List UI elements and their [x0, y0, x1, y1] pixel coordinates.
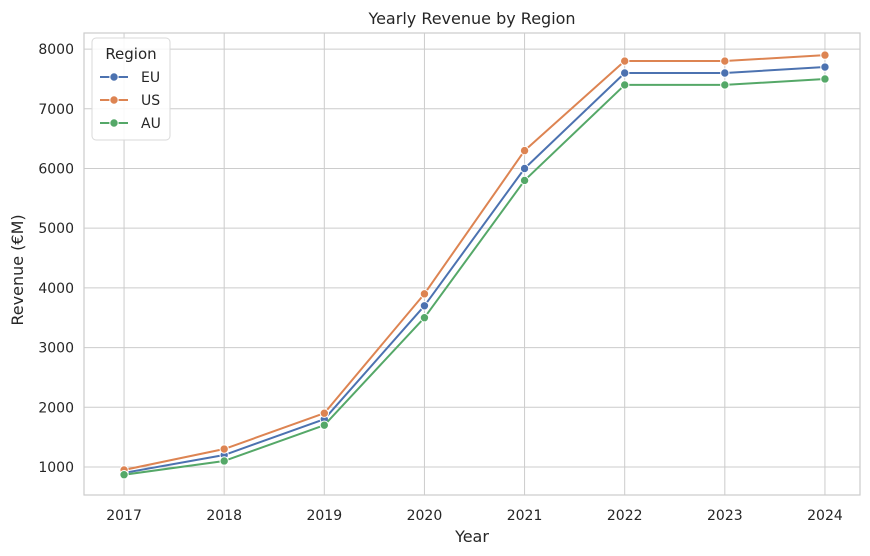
y-tick-label: 8000 — [38, 42, 74, 58]
data-point-us — [319, 408, 330, 418]
data-point-us — [219, 444, 229, 454]
y-tick-label: 2000 — [38, 400, 74, 416]
legend-box — [91, 37, 171, 141]
data-point-eu — [619, 68, 630, 78]
x-tick-label: 2018 — [206, 508, 242, 524]
y-tick-label: 5000 — [38, 221, 74, 237]
legend-marker-us — [109, 95, 119, 105]
plot-frame — [83, 32, 861, 496]
legend-marker-au — [109, 118, 119, 128]
data-point-eu — [720, 68, 730, 78]
legend-label-us: US — [141, 93, 160, 109]
y-tick-label: 6000 — [38, 161, 74, 177]
series-line-eu — [123, 66, 826, 474]
legend: Region EU US AU — [91, 37, 171, 141]
x-tick-label: 2019 — [306, 508, 342, 524]
grid — [84, 33, 860, 495]
y-tick-label: 4000 — [38, 281, 74, 297]
legend-label-eu: EU — [141, 70, 160, 86]
data-point-eu — [419, 301, 430, 311]
x-tick-label: 2021 — [507, 508, 543, 524]
legend-item-au: AU — [100, 116, 161, 132]
data-point-au — [720, 80, 730, 90]
data-point-au — [619, 80, 630, 90]
legend-label-au: AU — [141, 116, 161, 132]
y-tick-label: 7000 — [38, 102, 74, 118]
data-point-au — [820, 74, 830, 84]
legend-items: EU US AU — [100, 70, 161, 132]
y-axis-title: Revenue (€M) — [8, 214, 27, 325]
data-point-us — [419, 289, 430, 299]
series-line-us — [123, 54, 826, 471]
x-tick-label: 2022 — [607, 508, 643, 524]
x-tick-label: 2020 — [407, 508, 443, 524]
x-tick-label: 2017 — [106, 508, 142, 524]
data-point-us — [820, 50, 830, 60]
data-point-au — [519, 175, 530, 186]
data-point-au — [319, 420, 330, 430]
y-tick-label: 3000 — [38, 341, 74, 357]
data-point-au — [219, 456, 229, 466]
legend-item-eu: EU — [100, 70, 160, 86]
x-axis-title: Year — [454, 527, 489, 546]
data-point-us — [619, 56, 630, 66]
data-point-us — [519, 145, 530, 156]
series-line-au — [123, 77, 826, 476]
data-point-us — [720, 56, 730, 66]
series-lines — [119, 50, 830, 480]
x-tick-label: 2023 — [707, 508, 743, 524]
y-tick-labels: 1000 2000 3000 4000 5000 6000 7000 8000 — [38, 42, 74, 476]
legend-marker-eu — [109, 72, 119, 82]
legend-item-us: US — [100, 93, 160, 109]
data-point-eu — [519, 163, 530, 174]
data-point-eu — [820, 62, 830, 72]
y-tick-label: 1000 — [38, 460, 74, 476]
legend-title: Region — [105, 45, 156, 63]
data-point-au — [119, 470, 129, 480]
data-point-au — [419, 313, 430, 323]
x-tick-label: 2024 — [807, 508, 843, 524]
series-au — [119, 74, 830, 480]
chart-title: Yearly Revenue by Region — [367, 9, 575, 28]
x-tick-labels: 2017 2018 2019 2020 2021 2022 2023 2024 — [106, 508, 843, 524]
